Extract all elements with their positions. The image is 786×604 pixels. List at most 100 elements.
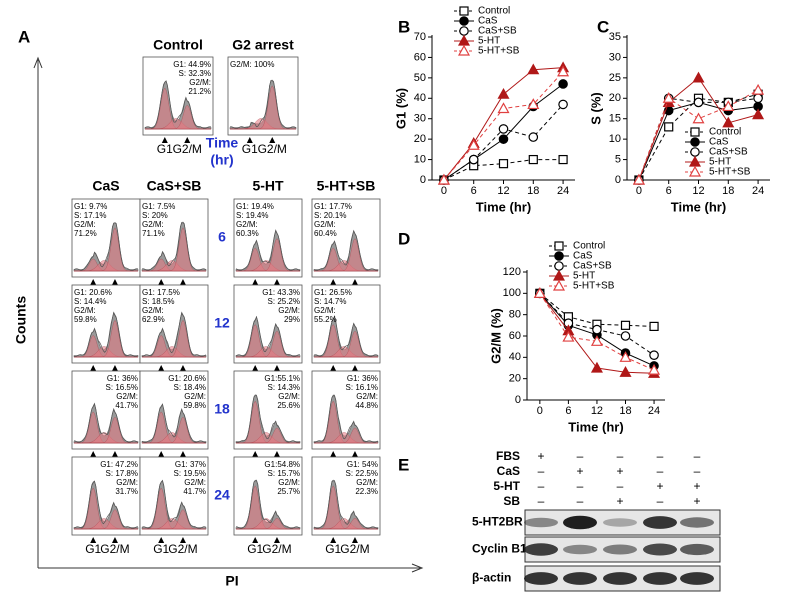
- cycle-stat: G1: 26.5%: [314, 288, 352, 297]
- cycle-stat: G1: 7.5%: [142, 202, 175, 211]
- x-axis-title: Time (hr): [671, 199, 726, 214]
- data-point: [662, 92, 675, 103]
- blot-band: [603, 544, 637, 555]
- peak-label: G1: [242, 142, 258, 156]
- peak-label: G1: [325, 542, 341, 556]
- cycle-stat: G2/M:: [74, 306, 96, 315]
- blot-band: [563, 572, 597, 585]
- x-tick-label: 18: [619, 405, 631, 417]
- time-value: 18: [214, 401, 230, 417]
- x-tick-label: 24: [557, 185, 569, 197]
- cycle-stat: G1: 47.2%: [100, 460, 138, 469]
- cycle-stat: G1: 43.3%: [262, 288, 300, 297]
- axis-label: Counts: [13, 296, 29, 344]
- y-axis-title: G1 (%): [393, 88, 408, 129]
- data-point: [722, 116, 735, 128]
- data-point: [753, 93, 763, 104]
- y-tick-label: 5: [615, 153, 621, 165]
- x-tick-label: 0: [636, 185, 642, 197]
- peak-arrow: [330, 537, 337, 543]
- condition-sign: –: [657, 494, 664, 508]
- peak-arrow: [351, 279, 358, 285]
- y-tick-label: 20: [609, 92, 621, 104]
- data-point: [632, 173, 645, 185]
- fit-component: [142, 319, 206, 358]
- cycle-stat: G2/M:: [278, 306, 300, 315]
- cycle-stat: S: 18.4%: [174, 383, 206, 392]
- blot-band: [603, 518, 637, 527]
- series-line: [638, 89, 759, 181]
- histogram-outline: [73, 311, 139, 357]
- histogram-outline: [73, 222, 139, 271]
- histogram-outline: [313, 229, 379, 271]
- data-point: [692, 112, 705, 124]
- peak-arrow: [252, 451, 259, 457]
- histogram-area: [141, 222, 207, 272]
- blot-band: [643, 543, 677, 556]
- y-tick-label: 80: [509, 309, 521, 321]
- legend-label: Control: [709, 127, 741, 138]
- blot-band: [524, 517, 558, 528]
- histogram-outline: [235, 315, 300, 357]
- fit-component: [236, 238, 300, 272]
- series-line: [443, 159, 564, 181]
- condition-label: 5-HT: [493, 479, 520, 493]
- cycle-stat: G2/M:: [184, 478, 206, 487]
- peak-arrow: [273, 279, 280, 285]
- peak-arrow: [179, 537, 186, 543]
- data-point: [558, 154, 568, 165]
- histogram-outline: [141, 312, 207, 357]
- panel-a-axes: [33, 56, 424, 573]
- peak-arrow: [330, 365, 337, 371]
- data-point: [620, 320, 631, 330]
- condition-sign: –: [657, 464, 664, 478]
- y-tick-label: 25: [609, 72, 621, 84]
- peak-arrow: [179, 279, 186, 285]
- blot-band: [680, 543, 714, 556]
- data-point: [498, 159, 509, 169]
- cycle-stat: 25.7%: [277, 487, 300, 496]
- condition-sign: +: [693, 494, 700, 508]
- cycle-stat: 41.7%: [115, 401, 138, 410]
- condition-sign: –: [577, 449, 584, 463]
- cycle-stat: S: 20%: [142, 211, 168, 220]
- peak-arrow: [351, 451, 358, 457]
- cycle-stat: G2/M:: [142, 220, 164, 229]
- y-tick-label: 0: [515, 394, 521, 406]
- fit-component: [74, 509, 138, 530]
- data-point: [467, 139, 480, 150]
- data-point: [558, 99, 568, 110]
- y-tick-label: 60: [509, 330, 521, 342]
- cycle-stat: 60.4%: [314, 229, 337, 238]
- x-axis-title: Time (hr): [476, 199, 531, 214]
- y-axis-title: S (%): [588, 92, 603, 125]
- data-point: [558, 79, 568, 89]
- peak-arrow: [252, 279, 259, 285]
- y-axis-title: G2/M (%): [488, 308, 503, 364]
- cycle-stat: G2/M:: [184, 392, 206, 401]
- fit-component: [314, 238, 378, 272]
- fit-component: [74, 319, 138, 358]
- histogram-outline: [73, 480, 139, 529]
- panel-label: D: [398, 229, 410, 248]
- peak-arrow: [273, 451, 280, 457]
- peak-arrow: [246, 137, 253, 143]
- legend-label: 5-HT: [709, 157, 731, 168]
- x-axis-title: Time (hr): [568, 419, 623, 434]
- legend-marker: [690, 147, 700, 157]
- peak-arrow: [269, 137, 276, 143]
- histogram-outline: [141, 479, 207, 529]
- legend-marker: [688, 165, 702, 177]
- peak-arrow: [90, 537, 97, 543]
- cycle-stat: S: 16.5%: [106, 383, 138, 392]
- legend-marker: [552, 279, 566, 291]
- condition-label: CaS: [497, 464, 520, 478]
- legend-marker: [457, 44, 471, 56]
- peak-arrow: [111, 279, 118, 285]
- data-point: [528, 132, 539, 142]
- blot-band: [643, 572, 677, 585]
- cycle-stat: G1: 36%: [107, 374, 138, 383]
- cycle-stat: G1:54.8%: [264, 460, 300, 469]
- histogram-outline: [313, 314, 379, 357]
